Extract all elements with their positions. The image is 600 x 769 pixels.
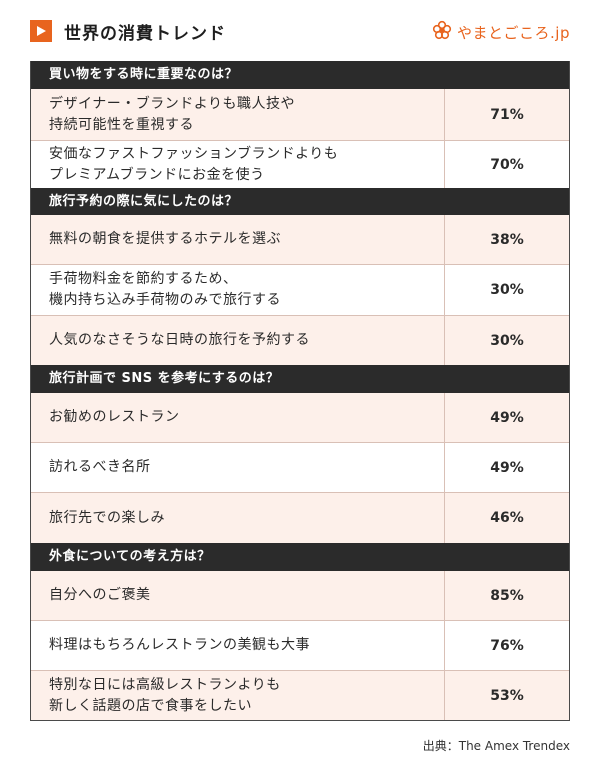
section-heading: 買い物をする時に重要なのは？ [31, 61, 569, 89]
brand-logo[interactable]: やまとごころ.jp [432, 20, 570, 44]
row-value: 76% [490, 637, 524, 654]
row-value: 30% [490, 332, 524, 349]
header: 世界の消費トレンド やまとごころ.jp [30, 18, 570, 52]
table-row: 特別な日には高級レストランよりも 新しく話題の店で食事をしたい 53% [31, 670, 569, 720]
table-row: 旅行先での楽しみ 46% [31, 492, 569, 543]
row-value: 38% [490, 231, 524, 248]
section-heading: 外食についての考え方は？ [31, 543, 569, 571]
table-row: 手荷物料金を節約するため、 機内持ち込み手荷物のみで旅行する 30% [31, 264, 569, 315]
table-row: 料理はもちろんレストランの美観も大事 76% [31, 620, 569, 670]
brand-name: やまとごころ.jp [457, 23, 570, 42]
row-label: 旅行先での楽しみ [31, 493, 445, 543]
row-label: 特別な日には高級レストランよりも 新しく話題の店で食事をしたい [31, 671, 445, 720]
row-value: 71% [490, 106, 524, 123]
table-row: 安価なファストファッションブランドよりも プレミアムブランドにお金を使う 70% [31, 140, 569, 188]
row-value: 53% [490, 687, 524, 704]
row-label: 安価なファストファッションブランドよりも プレミアムブランドにお金を使う [31, 141, 445, 188]
row-label: 手荷物料金を節約するため、 機内持ち込み手荷物のみで旅行する [31, 265, 445, 315]
page-title: 世界の消費トレンド [64, 24, 226, 44]
play-icon [30, 20, 52, 42]
table-row: デザイナー・ブランドよりも職人技や 持続可能性を重視する 71% [31, 89, 569, 140]
row-value: 49% [490, 409, 524, 426]
row-label: 人気のなさそうな日時の旅行を予約する [31, 316, 445, 365]
row-label: 自分へのご褒美 [31, 571, 445, 620]
row-value: 46% [490, 510, 524, 526]
trend-table: 買い物をする時に重要なのは？ デザイナー・ブランドよりも職人技や 持続可能性を重… [30, 61, 570, 721]
row-label: お勧めのレストラン [31, 393, 445, 442]
table-row: 無料の朝食を提供するホテルを選ぶ 38% [31, 215, 569, 264]
row-value: 85% [490, 587, 524, 604]
flower-logo-icon [432, 20, 452, 44]
row-label: 訪れるべき名所 [31, 443, 445, 492]
table-row: 自分へのご褒美 85% [31, 571, 569, 620]
table-row: 人気のなさそうな日時の旅行を予約する 30% [31, 315, 569, 365]
section-heading: 旅行予約の際に気にしたのは？ [31, 188, 569, 215]
row-label: 料理はもちろんレストランの美観も大事 [31, 621, 445, 670]
row-label: デザイナー・ブランドよりも職人技や 持続可能性を重視する [31, 89, 445, 140]
row-value: 70% [490, 156, 524, 173]
table-row: お勧めのレストラン 49% [31, 393, 569, 442]
row-value: 30% [490, 282, 524, 298]
source-note: 出典：The Amex Trendex [422, 739, 570, 753]
section-heading: 旅行計画で SNS を参考にするのは？ [31, 365, 569, 393]
row-value: 49% [490, 459, 524, 476]
table-row: 訪れるべき名所 49% [31, 442, 569, 492]
row-label: 無料の朝食を提供するホテルを選ぶ [31, 215, 445, 264]
